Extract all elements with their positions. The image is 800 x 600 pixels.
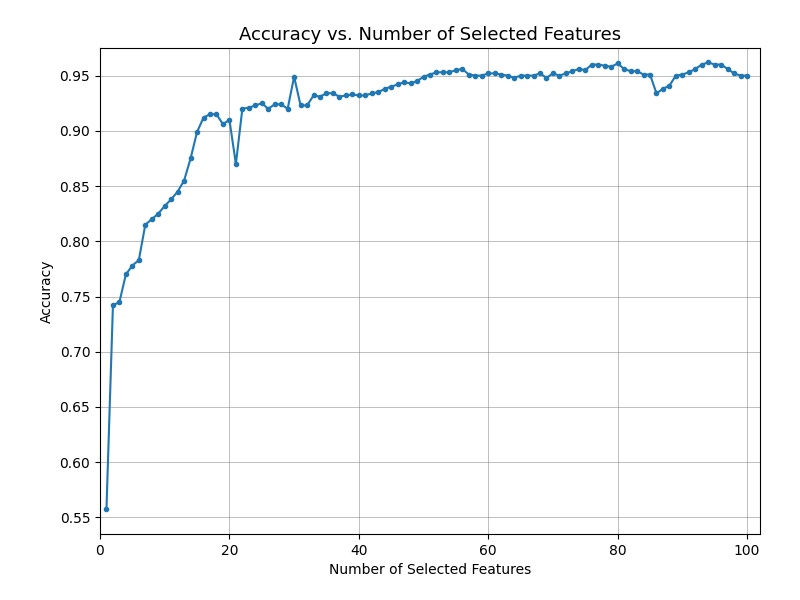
X-axis label: Number of Selected Features: Number of Selected Features	[329, 563, 531, 577]
Title: Accuracy vs. Number of Selected Features: Accuracy vs. Number of Selected Features	[239, 26, 621, 44]
Y-axis label: Accuracy: Accuracy	[40, 259, 54, 323]
